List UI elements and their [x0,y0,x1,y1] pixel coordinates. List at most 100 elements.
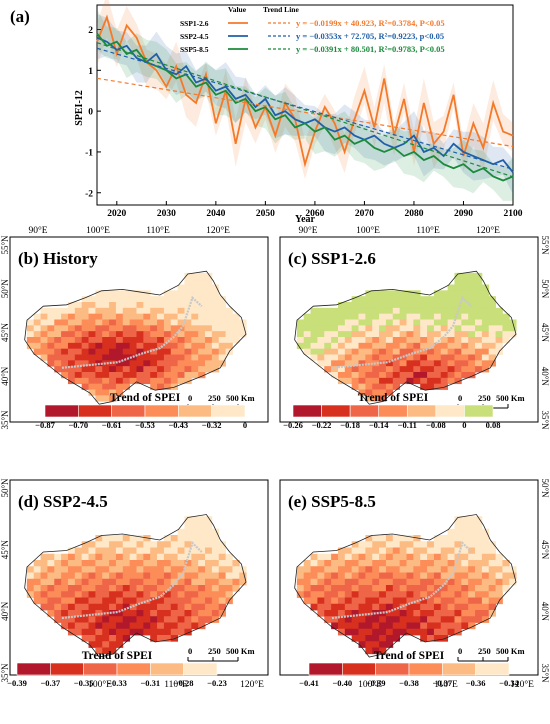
map-cell [427,302,435,309]
map-cell [427,307,435,315]
map-cell [399,325,407,332]
map-cell [433,585,442,592]
map-cell [191,360,199,367]
map-cell [150,348,158,355]
map-cell [170,360,179,367]
map-cell [184,560,192,567]
map-cell [177,366,185,373]
map-cell [177,566,185,573]
map-cell [136,578,144,586]
map-title: (b) History [18,249,98,268]
map-cell [61,616,69,623]
x-tick-label: 2060 [305,209,324,219]
map-cell [205,284,213,291]
map-cell [61,325,69,332]
map-cell [372,572,380,580]
map-cell [143,319,151,326]
map-cell [40,553,48,561]
map-cell [198,325,206,332]
map-cell [351,360,359,367]
map-cell [170,566,179,573]
map-cell [303,591,311,598]
map-cell [358,603,366,611]
map-cell [399,319,407,326]
map-cell [211,354,220,361]
map-cell [433,597,442,605]
map-cell [26,325,35,332]
map-cell [358,553,366,561]
scale-label: 250 [478,646,491,656]
map-cell [198,342,206,350]
map-cell [205,610,213,617]
legend-tick-label: 0 [462,420,466,430]
map-cell [337,560,346,567]
map-cell [358,354,366,361]
map-cell [475,591,483,598]
map-cell [150,566,158,573]
map-cell [468,535,476,542]
map-cell [102,313,110,320]
map-cell [81,354,89,361]
map-cell [205,331,213,338]
map-cell [454,342,462,350]
map-cell [296,337,305,344]
map-cell [67,366,76,373]
map-cell [184,290,192,297]
map-cell [481,354,490,361]
map-cell [385,290,394,297]
map-cell [198,360,206,367]
map-cell [481,603,490,611]
map-cell [427,342,435,350]
map-cell [358,572,366,580]
map-cell [115,389,124,396]
map-cell [150,635,158,642]
map-cell [170,319,179,326]
map-cell [205,597,213,605]
map-cell [143,302,151,309]
map-cell [122,560,131,567]
map-cell [170,585,179,592]
map-cell [344,319,353,326]
map-cell [157,616,165,623]
map-cell [502,585,510,592]
map-cell [115,641,124,648]
map-cell [420,578,428,586]
map-cell [157,354,165,361]
map-cell [433,553,442,561]
map-cell [150,313,158,320]
map-cell [420,572,428,580]
map-cell [109,603,117,611]
map-cell [447,284,455,291]
map-cell [372,585,380,592]
map-cell [379,319,387,326]
map-cell [488,342,496,350]
map-cell [122,547,131,555]
map-cell [198,307,206,315]
map-cell [365,348,373,355]
map-cell [81,597,89,605]
map-cell [40,342,48,350]
map-cell [177,290,185,297]
lon-tick-label: 100°E [358,679,382,690]
map-cell [81,302,89,309]
legend-tick-label: −0.61 [102,420,122,430]
map-cell [170,372,179,379]
map-cell [454,354,462,361]
map-cell [385,553,394,561]
map-cell [191,372,199,379]
map-cell [379,325,387,332]
map-cell [468,622,476,630]
map-cell [136,366,144,373]
map-cell [67,337,76,344]
map-cell [365,313,373,320]
map-cell [129,307,137,315]
map-cell [331,342,339,350]
map-cell [191,284,199,291]
map-cell [475,578,483,586]
map-cell [163,348,172,355]
map-cell [211,560,220,567]
y-tick-label: -2 [85,189,93,199]
map-cell [129,535,137,542]
map-cell [136,553,144,561]
map-cell [433,628,442,636]
